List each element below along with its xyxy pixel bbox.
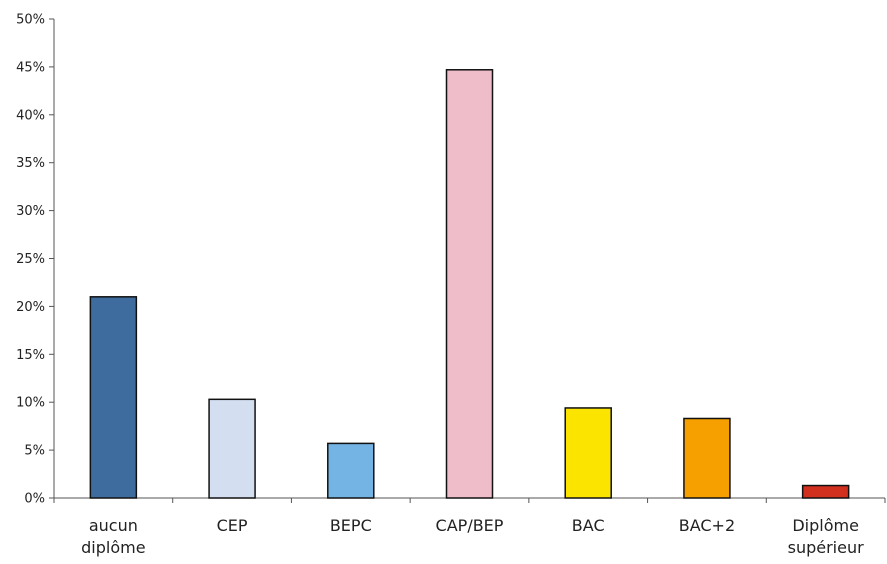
y-tick-label: 0% [24,492,45,507]
y-tick-label: 20% [16,300,45,315]
x-tick-label: CEP [217,516,248,535]
x-tick-label: supérieur [788,538,864,557]
x-tick-label: Diplôme [792,516,859,535]
bar [89,296,138,499]
y-tick-label: 15% [16,348,45,363]
x-tick-label: BAC [572,516,605,535]
bar [208,398,256,499]
y-tick-label: 30% [16,204,45,219]
y-tick-label: 50% [16,13,45,28]
x-ticks [53,498,886,503]
x-tick-label: diplôme [81,538,145,557]
x-labels: aucun diplôme CEP BEPC CAP/BEP BAC BAC+2 Diplôm… [81,516,864,557]
y-ticks: 0% 5% 10% 15% 20% 25% 30% 35% 40% 45% 50% [16,13,54,507]
x-tick-label: aucun [89,516,138,535]
y-tick-label: 35% [16,156,45,171]
bar [683,417,731,499]
x-tick-label: CAP/BEP [436,516,504,535]
bar [564,407,612,499]
y-tick-label: 40% [16,108,45,123]
bar [445,69,494,499]
y-tick-label: 45% [16,60,45,75]
bar [801,484,850,499]
y-tick-label: 10% [16,396,45,411]
x-tick-label: BEPC [330,516,372,535]
bars [89,69,850,499]
bar [327,442,375,499]
x-tick-label: BAC+2 [679,516,735,535]
y-tick-label: 5% [24,444,45,459]
y-tick-label: 25% [16,252,45,267]
